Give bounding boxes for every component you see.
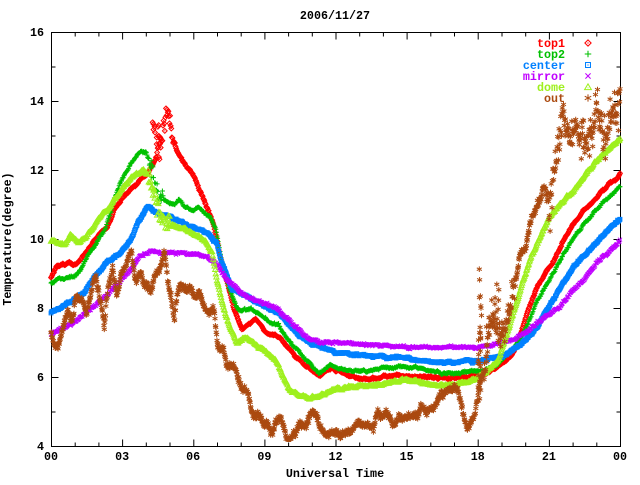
svg-text:00: 00 bbox=[613, 450, 627, 464]
svg-text:2006/11/27: 2006/11/27 bbox=[300, 9, 370, 23]
svg-text:Temperature(degree): Temperature(degree) bbox=[1, 172, 15, 305]
svg-text:mirror: mirror bbox=[523, 70, 565, 84]
svg-text:6: 6 bbox=[37, 371, 44, 385]
svg-text:12: 12 bbox=[328, 450, 342, 464]
svg-text:top1: top1 bbox=[537, 37, 565, 51]
svg-text:10: 10 bbox=[30, 233, 44, 247]
svg-text:out: out bbox=[544, 92, 565, 106]
svg-text:06: 06 bbox=[186, 450, 200, 464]
svg-text:dome: dome bbox=[537, 81, 565, 95]
svg-text:8: 8 bbox=[37, 302, 44, 316]
svg-text:18: 18 bbox=[471, 450, 485, 464]
svg-text:15: 15 bbox=[400, 450, 414, 464]
svg-text:03: 03 bbox=[115, 450, 129, 464]
svg-text:00: 00 bbox=[44, 450, 58, 464]
svg-text:Universal Time: Universal Time bbox=[286, 467, 384, 480]
svg-text:4: 4 bbox=[37, 440, 44, 454]
svg-text:09: 09 bbox=[257, 450, 271, 464]
svg-text:14: 14 bbox=[30, 95, 44, 109]
svg-text:16: 16 bbox=[30, 26, 44, 40]
svg-text:21: 21 bbox=[542, 450, 556, 464]
svg-text:12: 12 bbox=[30, 164, 44, 178]
svg-text:top2: top2 bbox=[537, 48, 565, 62]
svg-text:center: center bbox=[523, 59, 565, 73]
